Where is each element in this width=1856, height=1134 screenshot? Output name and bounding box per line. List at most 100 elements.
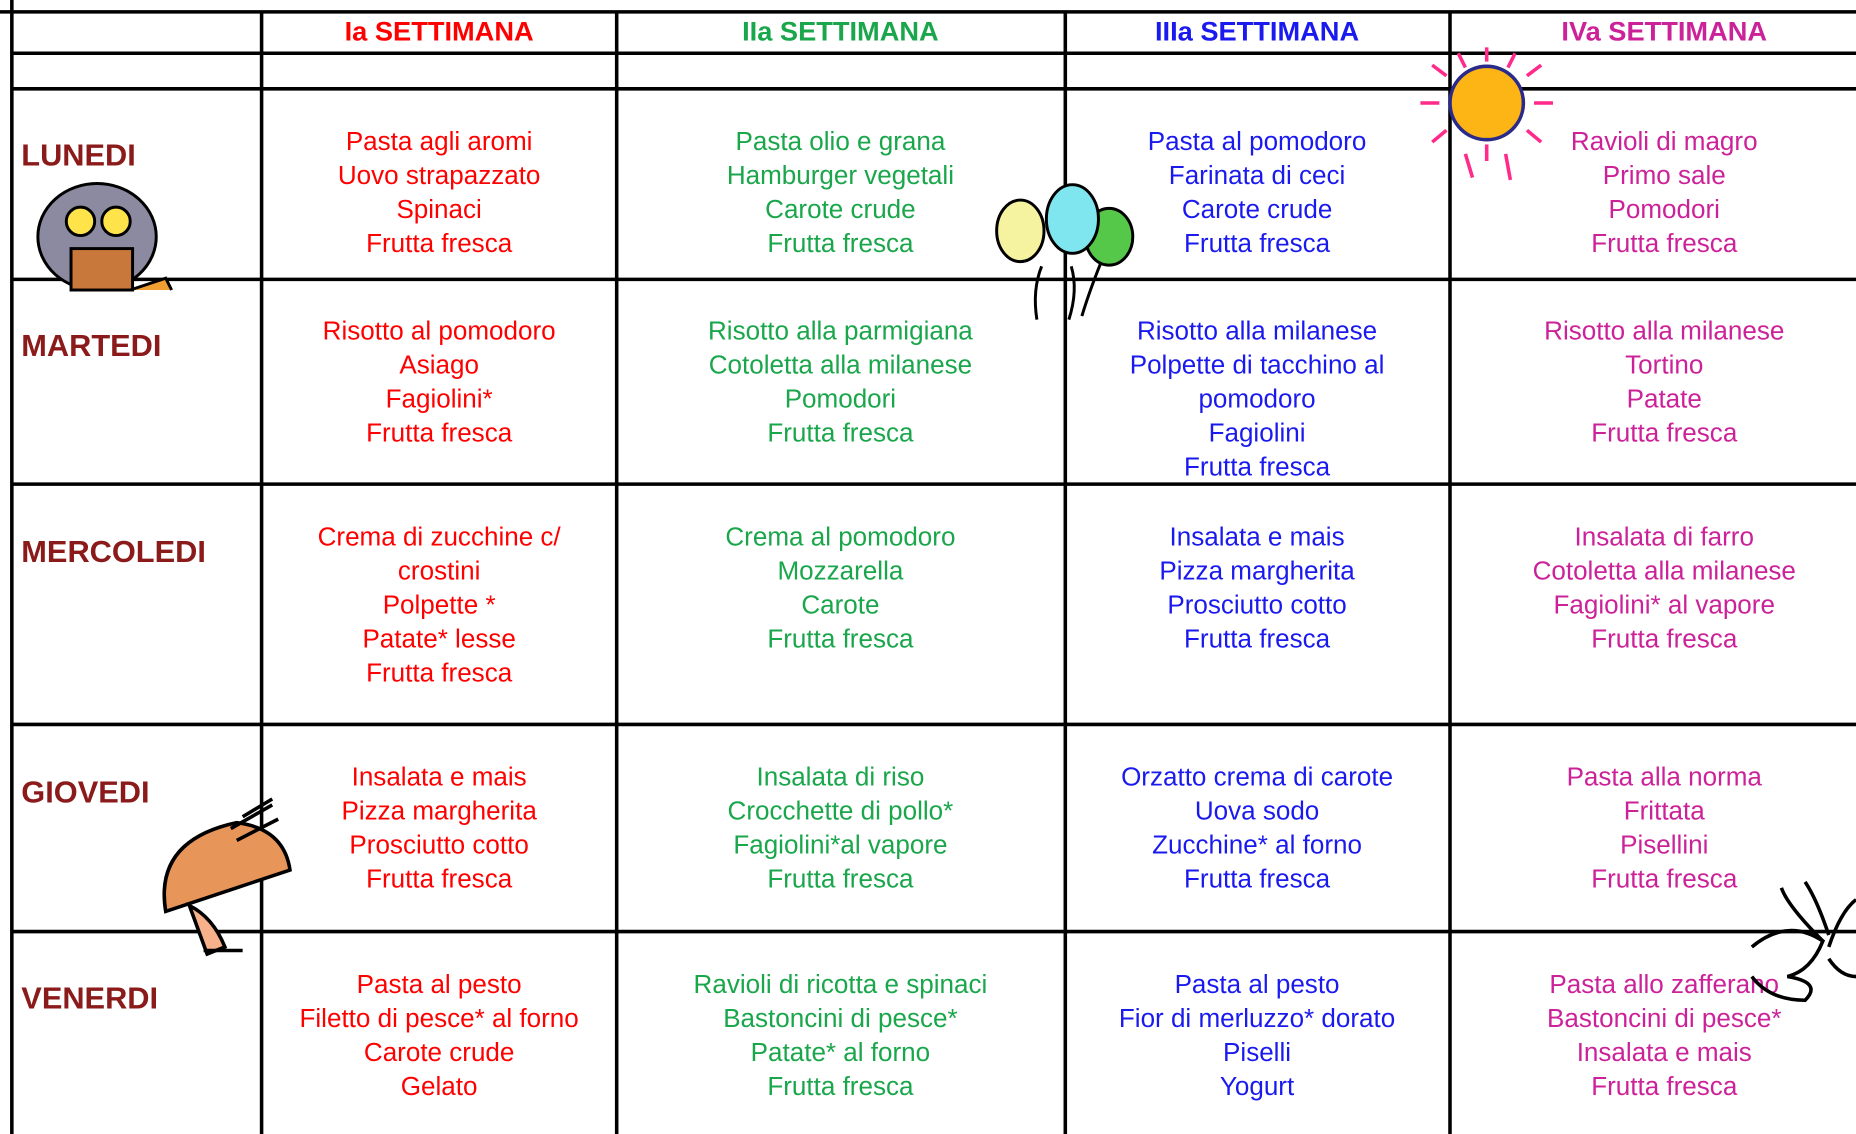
menu-item: Frutta fresca bbox=[1591, 864, 1738, 894]
menu-item: Patate bbox=[1627, 383, 1702, 413]
menu-item: Frutta fresca bbox=[1184, 864, 1331, 894]
menu-item: Polpette di tacchino al bbox=[1130, 349, 1385, 379]
menu-item: Insalata e mais bbox=[1577, 1037, 1752, 1067]
menu-item: Filetto di pesce* al forno bbox=[300, 1003, 579, 1033]
menu-item: Carote crude bbox=[364, 1037, 514, 1067]
column-header: IIIa SETTIMANA bbox=[1155, 15, 1359, 46]
menu-item: Patate* al forno bbox=[751, 1037, 930, 1067]
column-header: Ia SETTIMANA bbox=[345, 15, 534, 46]
menu-item: Insalata e mais bbox=[1170, 521, 1345, 551]
menu-item: Pasta al pesto bbox=[1175, 969, 1340, 999]
menu-item: Polpette * bbox=[383, 589, 496, 619]
menu-item: Pasta agli aromi bbox=[346, 126, 533, 156]
day-label: GIOVEDI bbox=[21, 774, 149, 809]
menu-item: Pizza margherita bbox=[341, 796, 537, 826]
menu-item: Spinaci bbox=[396, 194, 481, 224]
day-label: MERCOLEDI bbox=[21, 534, 206, 569]
menu-item: Frutta fresca bbox=[767, 417, 914, 447]
column-header: IIa SETTIMANA bbox=[742, 15, 939, 46]
menu-item: Frutta fresca bbox=[767, 1071, 914, 1101]
menu-item: Frutta fresca bbox=[1184, 451, 1331, 481]
menu-item: Frutta fresca bbox=[366, 417, 513, 447]
menu-item: Ravioli di magro bbox=[1571, 126, 1758, 156]
menu-item: Risotto alla parmigiana bbox=[708, 316, 973, 346]
menu-item: Bastoncini di pesce* bbox=[723, 1003, 957, 1033]
menu-item: Fagiolini bbox=[1209, 417, 1306, 447]
menu-item: Pasta olio e grana bbox=[735, 126, 945, 156]
menu-item: Patate* lesse bbox=[362, 623, 515, 653]
menu-item: Risotto al pomodoro bbox=[323, 316, 556, 346]
table-text: Ia SETTIMANA IIa SETTIMANA IIIa SETTIMANA I… bbox=[21, 15, 1796, 1100]
menu-item: Pizza margherita bbox=[1159, 555, 1355, 585]
menu-item: Fagiolini* bbox=[386, 383, 493, 413]
menu-item: Fagiolini* al vapore bbox=[1554, 589, 1775, 619]
menu-item: Frutta fresca bbox=[1591, 228, 1738, 258]
menu-item: Insalata e mais bbox=[352, 762, 527, 792]
menu-item: Risotto alla milanese bbox=[1544, 316, 1784, 346]
menu-item: Fagiolini*al vapore bbox=[733, 830, 947, 860]
balloons-clipart bbox=[995, 183, 1135, 321]
menu-item: Frutta fresca bbox=[1591, 623, 1738, 653]
menu-item: Frutta fresca bbox=[767, 623, 914, 653]
menu-item: Cotoletta alla milanese bbox=[1533, 555, 1796, 585]
menu-item: Pisellini bbox=[1620, 830, 1708, 860]
menu-item: Frutta fresca bbox=[1184, 623, 1331, 653]
menu-item: Frutta fresca bbox=[1591, 1071, 1738, 1101]
menu-item: Pasta al pomodoro bbox=[1148, 126, 1367, 156]
day-label: LUNEDI bbox=[21, 138, 136, 173]
menu-item: Fior di merluzzo* dorato bbox=[1119, 1003, 1395, 1033]
day-label: MARTEDI bbox=[21, 328, 161, 363]
menu-item: Risotto alla milanese bbox=[1137, 316, 1377, 346]
menu-item: Farinata di ceci bbox=[1169, 160, 1346, 190]
menu-item: Insalata di farro bbox=[1575, 521, 1754, 551]
day-label: VENERDI bbox=[21, 980, 158, 1015]
menu-item: Gelato bbox=[401, 1071, 478, 1101]
menu-item: Zucchine* al forno bbox=[1152, 830, 1362, 860]
menu-item: Frutta fresca bbox=[767, 864, 914, 894]
menu-item: Frutta fresca bbox=[1184, 228, 1331, 258]
menu-item: Frutta fresca bbox=[1591, 417, 1738, 447]
menu-item: Tortino bbox=[1625, 349, 1703, 379]
menu-item: Yogurt bbox=[1220, 1071, 1295, 1101]
menu-item: Pasta allo zafferano bbox=[1549, 969, 1779, 999]
menu-item: Carote crude bbox=[1182, 194, 1332, 224]
menu-item: Ravioli di ricotta e spinaci bbox=[694, 969, 988, 999]
menu-item: Pomodori bbox=[1609, 194, 1720, 224]
menu-item: Crema al pomodoro bbox=[725, 521, 955, 551]
menu-item: Asiago bbox=[399, 349, 479, 379]
menu-item: Carote bbox=[801, 589, 879, 619]
menu-item: Uovo strapazzato bbox=[338, 160, 541, 190]
menu-item: Hamburger vegetali bbox=[727, 160, 954, 190]
menu-item: Orzatto crema di carote bbox=[1121, 762, 1393, 792]
menu-item: Carote crude bbox=[765, 194, 915, 224]
menu-item: Mozzarella bbox=[777, 555, 903, 585]
butterfly-clipart bbox=[1750, 880, 1856, 1003]
column-header: IVa SETTIMANA bbox=[1561, 15, 1767, 46]
menu-item: Prosciutto cotto bbox=[1167, 589, 1346, 619]
sun-clipart bbox=[1420, 47, 1553, 181]
menu-item: Pomodori bbox=[785, 383, 896, 413]
menu-item: Pasta alla norma bbox=[1567, 762, 1763, 792]
menu-item: Pasta al pesto bbox=[357, 969, 522, 999]
menu-item: Insalata di riso bbox=[756, 762, 924, 792]
menu-item: crostini bbox=[398, 555, 480, 585]
menu-item: Primo sale bbox=[1603, 160, 1726, 190]
menu-item: Frutta fresca bbox=[366, 657, 513, 687]
menu-item: Uova sodo bbox=[1195, 796, 1319, 826]
menu-item: Cotoletta alla milanese bbox=[709, 349, 972, 379]
menu-item: Piselli bbox=[1223, 1037, 1291, 1067]
menu-item: Crema di zucchine c/ bbox=[318, 521, 562, 551]
owl-clipart bbox=[36, 182, 173, 292]
menu-item: Frutta fresca bbox=[366, 864, 513, 894]
mushroom-clipart bbox=[162, 797, 292, 957]
menu-item: pomodoro bbox=[1198, 383, 1315, 413]
menu-item: Crocchette di pollo* bbox=[728, 796, 954, 826]
menu-item: Frittata bbox=[1624, 796, 1706, 826]
menu-item: Bastoncini di pesce* bbox=[1547, 1003, 1781, 1033]
menu-item: Frutta fresca bbox=[767, 228, 914, 258]
menu-item: Frutta fresca bbox=[366, 228, 513, 258]
